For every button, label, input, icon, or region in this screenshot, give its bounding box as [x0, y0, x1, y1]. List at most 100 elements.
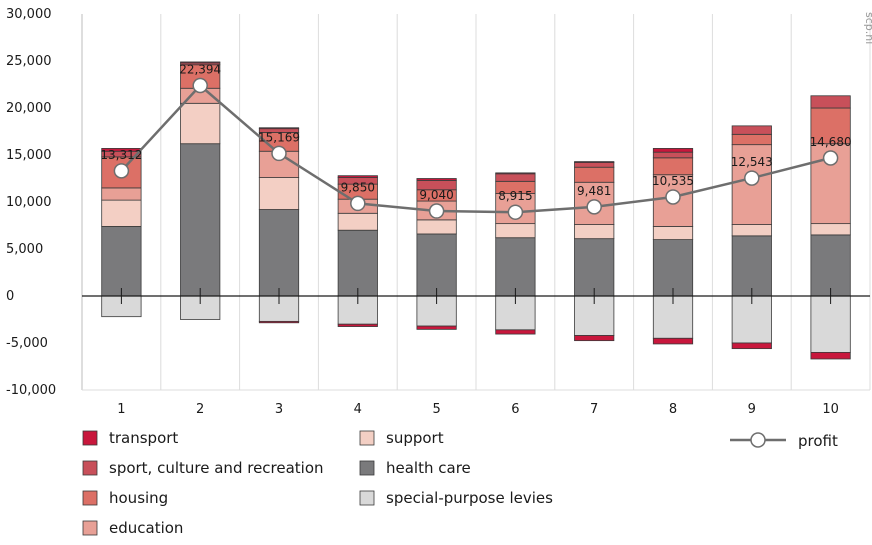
profit-point [350, 195, 366, 212]
profit-polyline [120, 83, 831, 214]
x-tick-label: 10 [822, 402, 839, 417]
bar-segment [337, 229, 378, 297]
bar-segment [180, 61, 221, 64]
x-tick-label: 4 [354, 402, 362, 417]
legend-label: sport, culture and recreation [109, 459, 324, 477]
bar-segment [495, 172, 536, 175]
bar-segment [495, 329, 536, 335]
legend-label: support [386, 429, 444, 447]
legend-line-marker [750, 432, 766, 448]
legend-label: housing [109, 489, 168, 507]
profit-data-label: 8,915 [498, 189, 532, 203]
legend-swatch [359, 490, 375, 506]
profit-data-label: 9,040 [419, 188, 453, 202]
grid [81, 14, 871, 390]
legend-swatch [82, 490, 98, 506]
bar-segment [574, 335, 615, 342]
bar-segment [731, 125, 772, 135]
bar-segment [731, 235, 772, 297]
bar-segment [495, 237, 536, 297]
y-tick-label: -5,000 [6, 336, 48, 351]
bar-segment [574, 238, 615, 297]
bar-segment [731, 224, 772, 237]
y-tick-label: 10,000 [6, 195, 52, 210]
profit-point [507, 204, 524, 220]
bar-segment [652, 151, 694, 159]
axes: -10,000 -5,000 0 5,000 10,000 15,000 20,000 25,… [6, 7, 870, 417]
profit-data-label: 15,169 [258, 130, 300, 144]
bar-segment [652, 239, 694, 297]
bar-segment [810, 234, 851, 297]
bar-segment [101, 199, 142, 227]
legend-swatch [82, 520, 98, 536]
legend: transport sport, culture and recreation ho… [82, 429, 838, 537]
watermark: scp.nl [863, 12, 872, 44]
bar-segment [652, 157, 694, 176]
profit-data-label: 10,535 [652, 174, 694, 188]
profit-point [822, 150, 839, 166]
bar-segment [337, 212, 378, 231]
bar-segment [101, 187, 142, 201]
legend-label: transport [109, 429, 178, 447]
legend-swatch [82, 460, 98, 476]
x-tick-label: 5 [432, 402, 440, 417]
bar-segment [574, 161, 615, 163]
bar-segment [258, 177, 300, 210]
profit-data-label: 22,394 [179, 62, 221, 76]
bar-segment [258, 209, 300, 297]
profit-point [428, 203, 445, 219]
y-tick-label: 25,000 [6, 54, 52, 69]
x-tick-label: 2 [196, 402, 204, 417]
profit-point [586, 199, 602, 215]
x-tick-label: 8 [669, 402, 677, 417]
x-tick-label: 7 [590, 402, 598, 417]
bar-segment [574, 162, 615, 168]
profit-data-label: 13,312 [100, 148, 142, 162]
y-tick-label: 0 [6, 289, 14, 304]
bar-segment [574, 166, 615, 183]
bar-segment [180, 143, 221, 297]
legend-label: health care [386, 459, 471, 477]
profit-point [271, 145, 287, 162]
bar-segment [416, 178, 457, 181]
x-tick-label: 9 [748, 402, 756, 417]
bar-segment [652, 148, 694, 153]
profit-point [113, 163, 130, 179]
bar-segment [731, 133, 772, 146]
bar-segment [810, 95, 851, 109]
bar-segment [810, 351, 851, 360]
y-tick-label: 15,000 [6, 148, 52, 163]
legend-swatch [82, 430, 98, 446]
y-tick-label: 20,000 [6, 101, 52, 116]
bar-segment [416, 233, 457, 297]
profit-data-label: 14,680 [810, 135, 852, 149]
profit-point [744, 170, 760, 186]
x-tick-label: 6 [511, 402, 519, 417]
bar-segment [495, 223, 536, 239]
bar-segment [416, 325, 457, 330]
profit-data-label: 12,543 [731, 155, 773, 169]
legend-label: special-purpose levies [386, 489, 553, 507]
bar-segment [337, 175, 378, 178]
bar-segment [101, 226, 142, 297]
bar-segment [258, 320, 300, 324]
legend-swatch [359, 430, 375, 446]
profit-point [665, 189, 681, 205]
profit-point [192, 77, 208, 94]
profit-data-label: 9,850 [341, 180, 375, 194]
bar-segment [810, 107, 851, 145]
bar-segment [258, 127, 300, 130]
legend-swatch [359, 460, 375, 476]
y-tick-label: 30,000 [6, 7, 52, 22]
bar-segment [731, 342, 772, 350]
bar-segment [652, 337, 694, 345]
x-tick-label: 3 [275, 402, 283, 417]
y-tick-label: 5,000 [6, 242, 43, 257]
bar-segment [337, 323, 378, 327]
bar-segment [416, 219, 457, 235]
bar-segment [574, 224, 615, 240]
bar-segment [810, 295, 851, 353]
legend-label: education [109, 519, 183, 537]
